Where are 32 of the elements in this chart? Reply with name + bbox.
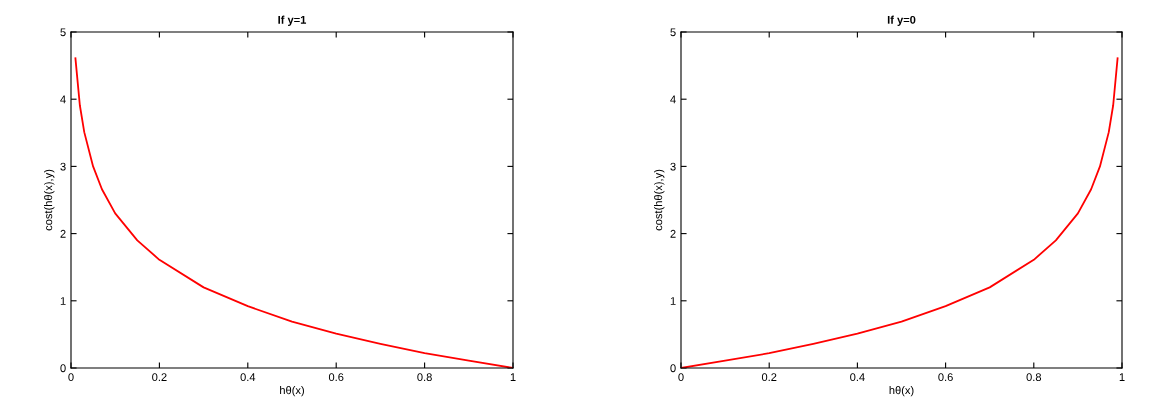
y-tick-label: 0	[60, 364, 66, 373]
y-tick-label: 3	[60, 162, 66, 171]
y-tick-label: 1	[670, 297, 676, 305]
x-tick-label: 0.8	[1026, 373, 1042, 382]
x-tick-label: 0	[678, 373, 684, 382]
x-tick-label: 0.8	[417, 373, 432, 382]
x-tick-label: 0.4	[240, 373, 256, 382]
x-tick-label: 0.2	[761, 373, 777, 382]
x-tick-label: 0.6	[938, 373, 953, 382]
y-tick-label: 4	[60, 95, 66, 104]
x-tick-label: 0.6	[328, 373, 344, 382]
x-tick-label: 0.2	[152, 373, 167, 382]
x-tick-label: 1	[510, 373, 516, 381]
x-tick-label: 0.4	[850, 373, 865, 382]
x-axis-title: hθ(x)	[280, 386, 304, 397]
y-tick-label: 2	[670, 229, 676, 238]
x-axis-title: hθ(x)	[889, 386, 914, 397]
y-tick-label: 3	[670, 162, 676, 171]
line-series	[681, 57, 1119, 368]
line-series	[74, 57, 513, 368]
y-axis-title: cost(hθ(x),y)	[44, 169, 55, 231]
y-tick-label: 5	[670, 28, 676, 37]
x-tick-label: 1	[1119, 373, 1125, 381]
y-tick-label: 2	[60, 229, 66, 238]
y-tick-label: 5	[60, 28, 66, 37]
y-axis-title: cost(hθ(x),y)	[654, 169, 665, 231]
y-tick-label: 1	[60, 297, 66, 305]
y-tick-label: 4	[670, 95, 676, 104]
chart-title: If y=1	[278, 15, 307, 26]
y-tick-label: 0	[670, 364, 676, 373]
chart-title: If y=0	[887, 15, 916, 26]
x-tick-label: 0	[68, 373, 74, 382]
